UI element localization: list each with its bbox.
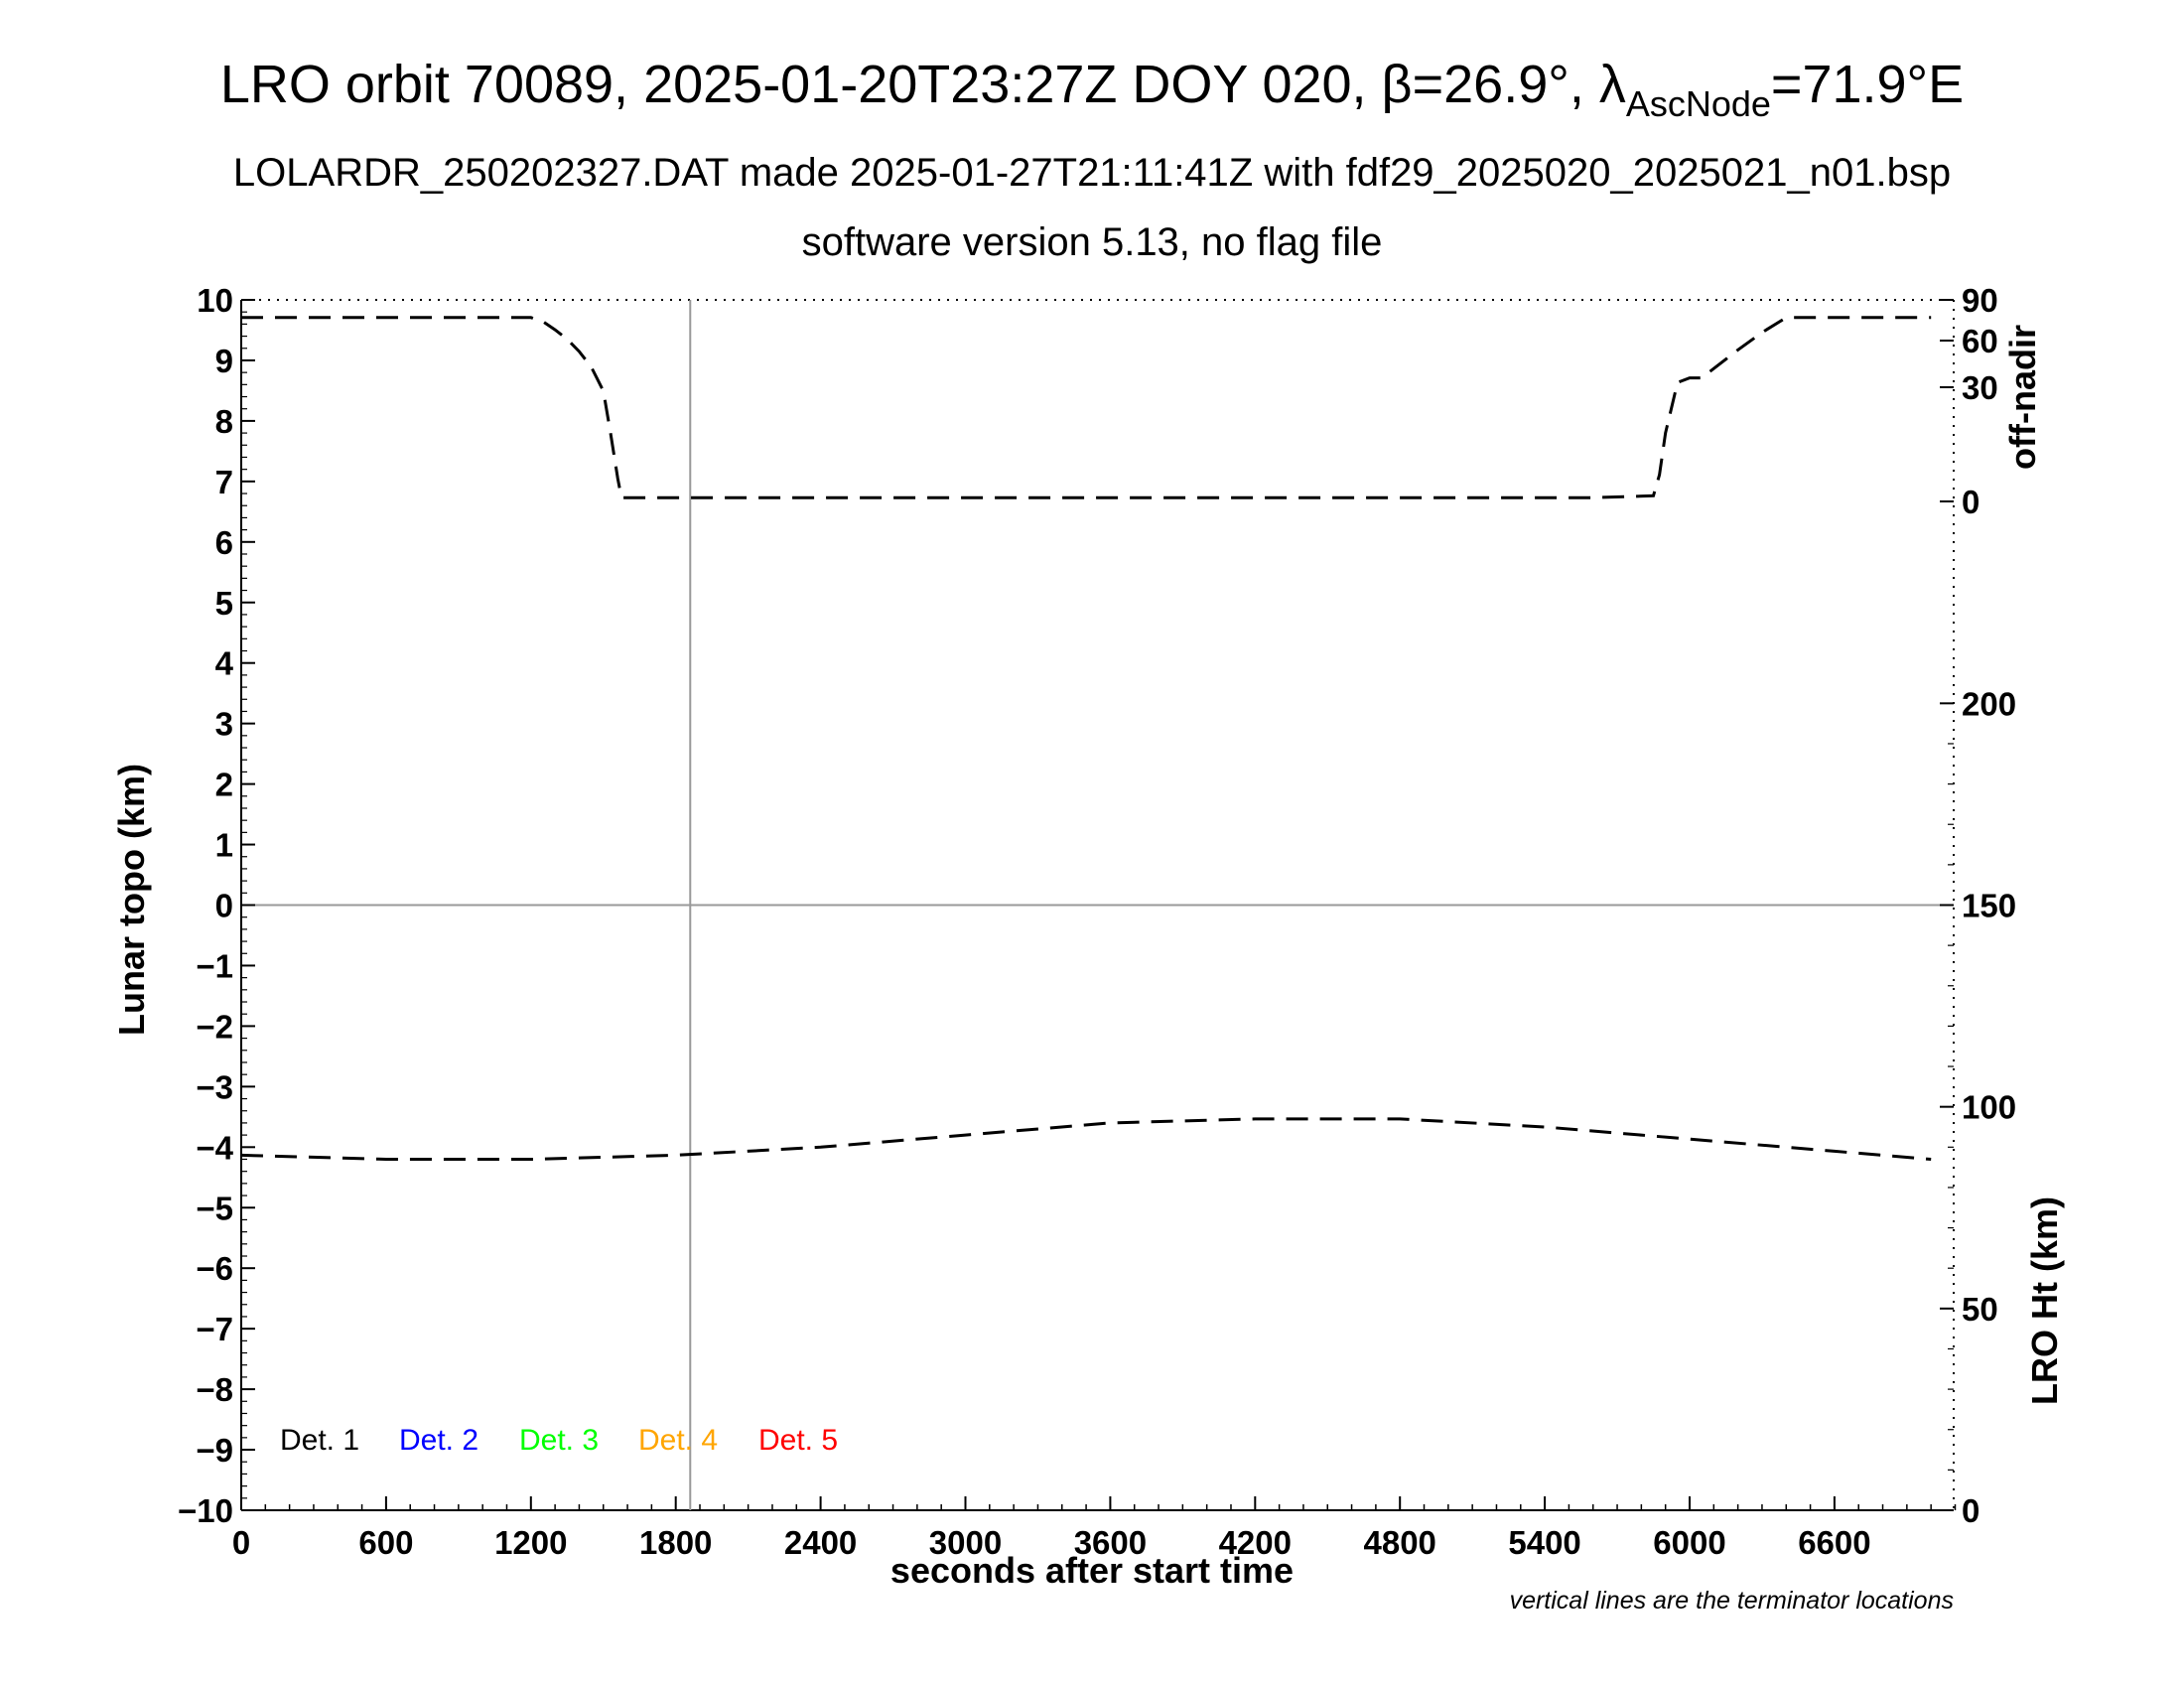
chart-title-subscript: AscNode	[1626, 83, 1771, 124]
lro-height-line	[240, 1117, 1932, 1161]
x-tick-label-2400: 2400	[784, 1524, 857, 1561]
y-left-tick-label: −5	[196, 1190, 233, 1226]
chart-title-suffix: =71.9°E	[1771, 55, 1964, 114]
y-left-tick-label: −9	[196, 1432, 233, 1469]
y-right-top-tick-label: 60	[1962, 323, 1998, 359]
plot-area: 0 600 1200 1800 2400 3000 3600 4200 4800 5400 6000…	[178, 282, 2016, 1561]
y-right-bottom-tick-label: 150	[1962, 888, 2016, 924]
x-tick-label-600: 600	[358, 1524, 413, 1561]
y-left-tick-label: −4	[196, 1129, 233, 1166]
y-axis-label-left: Lunar topo (km)	[111, 764, 152, 1036]
y-right-bottom-tick-label: 200	[1962, 685, 2016, 722]
chart-title-prefix: LRO orbit 70089, 2025-01-20T23:27Z DOY 0…	[220, 55, 1626, 114]
y-right-top-tick-label: 0	[1962, 484, 1979, 520]
y-right-bottom-tick-label: 100	[1962, 1089, 2016, 1126]
y-right-top-tick-label: 90	[1962, 282, 1998, 319]
y-left-tick-label: 0	[215, 888, 233, 924]
y-left-tick-label: −6	[196, 1250, 233, 1287]
y-left-tick-label: 6	[215, 524, 233, 561]
terminator-note: vertical lines are the terminator locati…	[1510, 1587, 1954, 1615]
y-left-tick-label: 9	[215, 343, 233, 379]
y-left-tick-label: −8	[196, 1371, 233, 1408]
legend-item-det-5: Det. 5	[758, 1424, 838, 1457]
y-left-tick-label: 4	[215, 645, 234, 682]
y-left-tick-label: 10	[197, 282, 233, 319]
off-nadir-line	[241, 316, 1932, 499]
y-axis-label-right-top: off-nadir	[2002, 325, 2043, 470]
y-left-tick-label: −7	[196, 1311, 233, 1347]
y-left-tick-label: 8	[215, 403, 233, 440]
x-tick-label-4200: 4200	[1219, 1524, 1292, 1561]
y-left-tick-label: 5	[215, 585, 233, 622]
x-tick-label-3600: 3600	[1074, 1524, 1147, 1561]
x-tick-label-1200: 1200	[494, 1524, 567, 1561]
x-tick-label-0: 0	[232, 1524, 250, 1561]
chart-subtitle-version: software version 5.13, no flag file	[802, 220, 1383, 264]
y-left-tick-label: −1	[196, 947, 233, 984]
y-left-tick-label: 2	[215, 767, 233, 803]
x-tick-label-6600: 6600	[1798, 1524, 1870, 1561]
y-axis-label-right-bottom: LRO Ht (km)	[2024, 1196, 2065, 1405]
legend: Det. 1 Det. 2 Det. 3 Det. 4 Det. 5	[280, 1424, 838, 1457]
y-left-tick-label: 3	[215, 706, 233, 743]
x-tick-label-6000: 6000	[1653, 1524, 1725, 1561]
y-left-tick-label: 7	[215, 464, 233, 500]
chart-title: LRO orbit 70089, 2025-01-20T23:27Z DOY 0…	[220, 55, 1964, 124]
y-left-tick-label: −3	[196, 1068, 233, 1105]
legend-item-det-4: Det. 4	[638, 1424, 718, 1457]
y-left-tick-label: −10	[178, 1492, 233, 1529]
y-left-tick-label: 1	[215, 827, 233, 864]
chart-subtitle-file: LOLARDR_250202327.DAT made 2025-01-27T21…	[233, 151, 1951, 195]
x-tick-label-3000: 3000	[929, 1524, 1002, 1561]
y-right-bottom-tick-label: 0	[1962, 1492, 1979, 1529]
y-right-bottom-tick-label: 50	[1962, 1291, 1998, 1328]
legend-item-det-3: Det. 3	[519, 1424, 599, 1457]
y-left-tick-label: −2	[196, 1008, 233, 1045]
x-tick-label-1800: 1800	[639, 1524, 712, 1561]
legend-item-det-1: Det. 1	[280, 1424, 359, 1457]
x-axis-label: seconds after start time	[890, 1550, 1294, 1591]
x-tick-label-5400: 5400	[1508, 1524, 1580, 1561]
x-tick-label-4800: 4800	[1363, 1524, 1435, 1561]
legend-item-det-2: Det. 2	[399, 1424, 478, 1457]
y-right-top-tick-label: 30	[1962, 369, 1998, 406]
